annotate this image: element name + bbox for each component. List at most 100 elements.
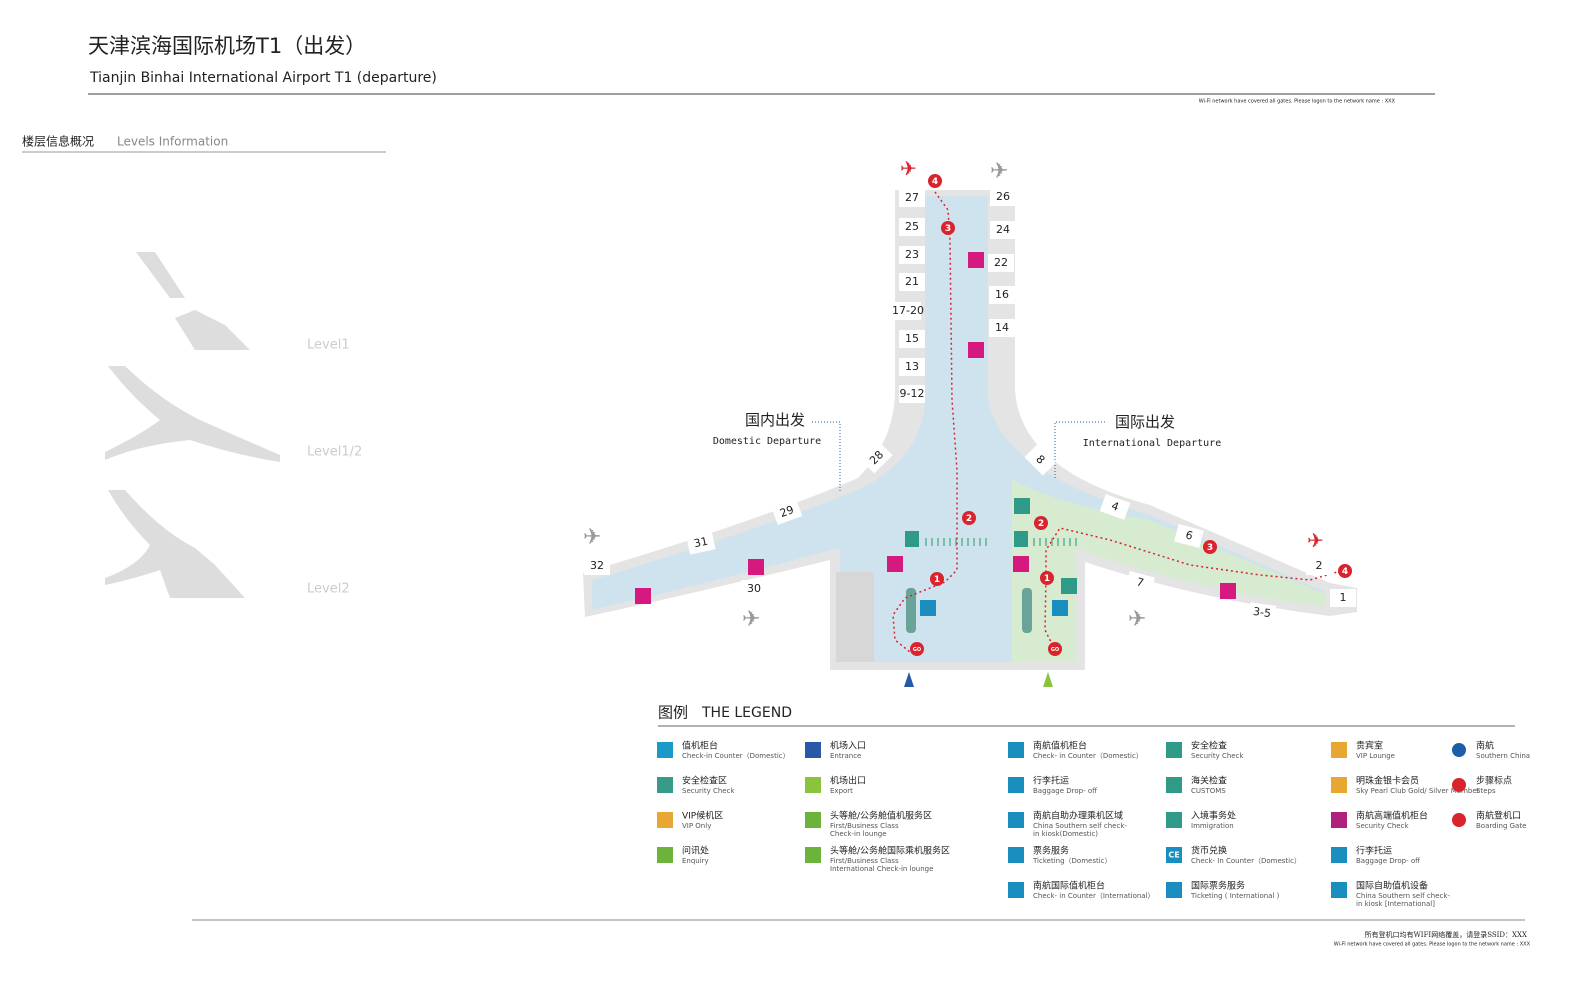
svg-text:✈: ✈ [1307, 529, 1324, 553]
gate-box [895, 302, 921, 320]
step-label: 3 [945, 224, 951, 234]
gate-box [990, 221, 1016, 239]
gate: 22 [988, 254, 1014, 272]
step-marker [941, 221, 955, 235]
legend-en: Security Check [1191, 752, 1244, 760]
legend-cn: 问讯处 [682, 845, 709, 857]
legend-icon [1166, 742, 1182, 758]
legend-cn: 海关检查 [1191, 775, 1227, 787]
legend-icon [657, 847, 673, 863]
gate-label: 2 [1316, 559, 1323, 572]
step-label: 1 [1044, 574, 1050, 584]
gate-label: 22 [994, 256, 1008, 269]
legend-cn: 安全检查区 [682, 775, 727, 787]
gate: 25 [899, 218, 925, 236]
legend-en-line: China Southern self check- [1356, 892, 1450, 900]
legend-cn: 行李托运 [1356, 845, 1392, 857]
gate-label: 13 [905, 360, 919, 373]
gate-label: 26 [996, 190, 1010, 203]
gate-label: 6 [1184, 528, 1194, 542]
legend-en: Enquiry [682, 857, 709, 865]
domestic-en: Domestic Departure [713, 436, 821, 447]
legend-icon [1452, 743, 1466, 757]
legend-en: Baggage Drop- off [1356, 857, 1420, 865]
legend-icon [657, 777, 673, 793]
levels-heading-en: Levels Information [117, 135, 228, 149]
gate: 6 [1174, 523, 1204, 549]
legend-en: Check- in Counter（International） [1033, 892, 1155, 900]
legend-cn: 南航自助办理乘机区域 [1033, 810, 1123, 822]
gate-box [1099, 494, 1131, 520]
legend-en: Security Check [1356, 822, 1409, 830]
legend-title-en: THE LEGEND [701, 705, 792, 721]
legend-en: CUSTOMS [1191, 787, 1226, 795]
legend-cn: 南航 [1476, 740, 1494, 752]
step-label: 4 [1342, 567, 1348, 577]
step-label: 1 [934, 575, 940, 585]
legend-en: China Southern self check-in kiosk [Inte… [1356, 892, 1450, 908]
domestic-cn: 国内出发 [745, 411, 805, 429]
svg-text:✈: ✈ [1128, 607, 1146, 632]
svg-text:✈: ✈ [900, 157, 917, 181]
legend-icon [1008, 742, 1024, 758]
legend-cn: 安全检查 [1191, 740, 1227, 752]
gate: 9-12 [899, 385, 925, 403]
legend-en: Sky Pearl Club Gold/ Silver Member [1356, 787, 1480, 795]
legend-icon [1331, 742, 1347, 758]
gate: 7 [1125, 570, 1155, 596]
gate-box [990, 188, 1016, 206]
legend-cn: 国际票务服务 [1191, 880, 1245, 892]
legend-icon [805, 742, 821, 758]
gate: 3-5 [1247, 602, 1277, 624]
legend-en: First/Business Class International Check-… [830, 857, 933, 873]
gate: 8 [1024, 444, 1056, 476]
legend-icon [1166, 812, 1182, 828]
gate-label: 24 [996, 223, 1010, 236]
gate-label: 32 [590, 559, 604, 572]
gate-box [1125, 570, 1155, 596]
gate-box [899, 218, 925, 236]
gate: 1 [1330, 589, 1356, 607]
gate-box [1306, 557, 1332, 575]
svg-text:✈: ✈ [990, 159, 1008, 184]
legend-en: Check- in Counter（Domestic） [1033, 752, 1143, 760]
legend-en: China Southern self check-in kiosk(Domes… [1033, 822, 1127, 838]
step-marker [928, 174, 942, 188]
gate-box [899, 246, 925, 264]
step-marker [1338, 564, 1352, 578]
title-cn: 天津滨海国际机场T1（出发） [88, 34, 366, 58]
legend-icon [805, 777, 821, 793]
legend-en: Ticketing ( International ) [1190, 892, 1280, 900]
legend-icon [1166, 847, 1182, 863]
legend-en-line: China Southern self check- [1033, 822, 1127, 830]
gate: 21 [899, 273, 925, 291]
step-label: GO [913, 647, 921, 653]
legend-icon [1452, 778, 1466, 792]
legend-cn: 头等舱/公务舱国际乘机服务区 [830, 845, 950, 857]
gate-box [686, 531, 716, 555]
step-marker [1048, 642, 1062, 656]
legend-cn: 南航高端值机柜台 [1356, 810, 1428, 822]
legend-icon [1331, 812, 1347, 828]
gate-box [771, 499, 803, 525]
legend-icon [805, 812, 821, 828]
gate-label: 27 [905, 191, 919, 204]
legend-en: Boarding Gate [1476, 822, 1526, 830]
legend-cn: 步骤标点 [1476, 775, 1512, 787]
gate: 27 [899, 189, 925, 207]
gate-label: 7 [1135, 575, 1145, 589]
legend-icon [1331, 777, 1347, 793]
legend-cn: 行李托运 [1033, 775, 1069, 787]
legend-cn: 票务服务 [1033, 845, 1069, 857]
legend-icon [657, 812, 673, 828]
gate-label: 1 [1340, 591, 1347, 604]
legend-en-line: International Check-in lounge [830, 865, 933, 873]
international-cn: 国际出发 [1115, 413, 1175, 431]
legend-en: Baggage Drop- off [1033, 787, 1097, 795]
legend-title-cn: 图例 [658, 704, 688, 722]
legend-icon [1166, 777, 1182, 793]
gate: 2 [1306, 557, 1332, 575]
gate-box [1330, 589, 1356, 607]
gate: 17-20 [892, 302, 924, 320]
gate-label: 14 [995, 321, 1009, 334]
